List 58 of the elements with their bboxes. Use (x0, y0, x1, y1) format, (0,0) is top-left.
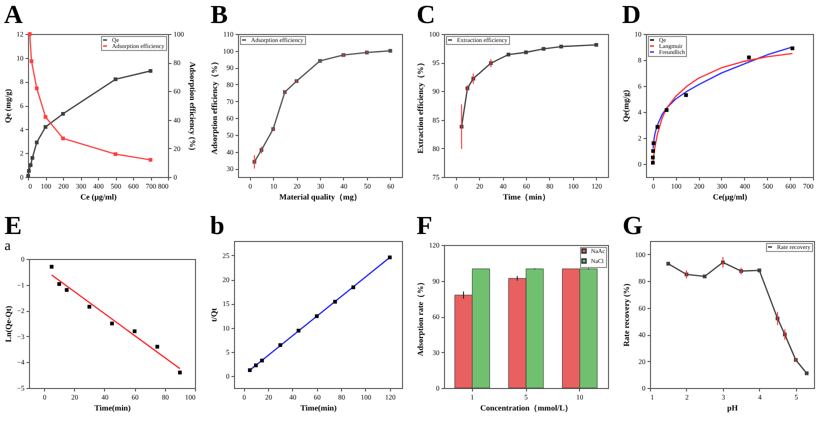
point (650, 156, 655, 160)
chart-subtitle: a (4, 239, 12, 254)
y-axis-title: Adsorption rate（%） (416, 278, 425, 356)
chart-title: C (416, 0, 436, 29)
point (114, 152, 118, 156)
chart-title: D (622, 0, 641, 29)
chart-title: B (210, 0, 228, 29)
point (148, 158, 152, 162)
y-axis-title: Rate recovery (%) (622, 283, 631, 346)
point (333, 300, 337, 304)
point (57, 282, 62, 286)
chart-title: F (416, 211, 432, 240)
x-axis-title: pH (727, 404, 739, 412)
x-axis-title: Ce (μg/ml) (80, 192, 117, 202)
point (61, 136, 65, 140)
point (27, 169, 31, 173)
x-axis-title: Time(min) (94, 404, 131, 412)
chart-title: G (622, 211, 643, 240)
y-axis-title: Qe (mg/g) (4, 88, 12, 123)
point (254, 363, 258, 368)
x-axis-title: Material quality（mg） (279, 192, 362, 202)
point (44, 115, 48, 119)
point (178, 370, 182, 374)
point (664, 108, 668, 112)
point (278, 343, 282, 347)
point (44, 125, 48, 129)
point (28, 32, 32, 36)
point (388, 256, 392, 260)
point (30, 156, 34, 160)
point (64, 288, 69, 292)
chart-title: b (210, 211, 224, 240)
point (656, 125, 660, 129)
point (148, 69, 152, 73)
x-axis-title: Concentration（mmol/L） (480, 404, 573, 412)
point (652, 141, 656, 146)
point (296, 328, 300, 333)
y-axis-title: Adsorption efficiency（%） (210, 57, 219, 155)
y-axis-title: t/Qt (210, 308, 218, 322)
point (747, 56, 751, 60)
point (790, 46, 794, 50)
chart-title: E (4, 211, 22, 240)
x-axis-title: Ce(μg/ml) (712, 192, 748, 202)
point (61, 112, 65, 116)
point (34, 140, 39, 144)
x-axis-title: Time（min） (503, 192, 550, 202)
point (28, 163, 32, 167)
y-axis-title: Ln(Qe-Qt) (4, 305, 14, 342)
point (110, 322, 114, 326)
point (684, 93, 688, 97)
chart-title: A (4, 0, 23, 29)
y-axis-title: Qe(mg/g) (622, 90, 630, 122)
y2-axis-title: Adsorption efficiency (%) (188, 62, 197, 151)
point (30, 59, 34, 64)
point (114, 77, 118, 82)
point (651, 149, 655, 153)
y-axis-title: Extraction efficiency（%） (416, 58, 425, 154)
point (260, 358, 264, 362)
x-axis-title: Time(min) (300, 404, 337, 412)
